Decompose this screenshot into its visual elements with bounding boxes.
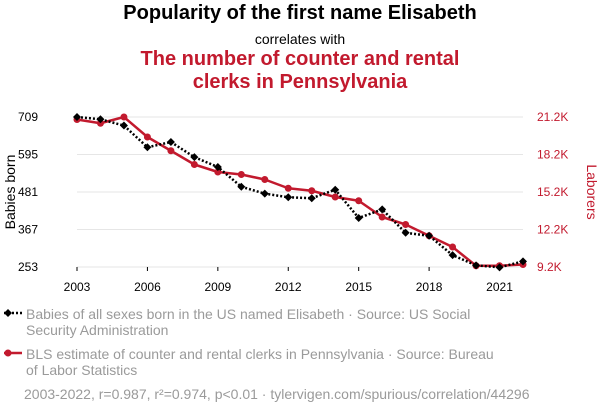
left-tick-label: 253: [18, 260, 38, 274]
right-tick-label: 9.2K: [537, 260, 562, 274]
line-chart: 2003 2006 2009 2012 2015 2018 2021 709 595 481 36…: [2, 110, 600, 294]
series-clerks-point: [355, 197, 363, 205]
legend-text-clerks-line1: BLS estimate of counter and rental clerk…: [26, 346, 494, 362]
series-babies-point: [354, 213, 363, 222]
series-babies-point: [425, 231, 434, 240]
series-babies-point: [401, 228, 410, 237]
series-clerks-point: [378, 213, 386, 221]
series-clerks-point: [308, 187, 316, 195]
legend-text-clerks: BLS estimate of counter and rental clerk…: [26, 346, 526, 378]
series-babies-point: [73, 113, 81, 121]
series-babies-point: [260, 189, 269, 198]
series-clerks-point: [190, 161, 198, 168]
series-babies-point: [307, 194, 316, 203]
series-babies-line: [76, 115, 524, 269]
series-babies-point: [495, 263, 504, 272]
legend-text-babies-line2: Security Administration: [26, 322, 169, 338]
x-tick-label: 2006: [134, 280, 161, 294]
legend-swatch-clerks: [4, 349, 22, 357]
legend-text-babies-line1: Babies of all sexes born in the US named…: [26, 306, 471, 322]
series-clerks-point: [261, 176, 269, 183]
series-clerks-point: [167, 147, 175, 155]
x-tick-label: 2018: [416, 280, 443, 294]
series-clerks-point: [237, 171, 245, 178]
series-babies-point: [472, 261, 481, 270]
series-clerks-point: [331, 193, 339, 201]
series-babies-point: [166, 138, 175, 146]
series-babies-point: [190, 153, 199, 162]
left-tick-label: 481: [18, 185, 38, 199]
x-tick-label: 2015: [345, 280, 372, 294]
secondary-title-line2: clerks in Pennsylvania: [192, 71, 408, 93]
x-tick-label: 2021: [486, 280, 513, 294]
left-tick-label: 595: [18, 148, 38, 162]
series-babies-point: [96, 115, 105, 124]
series-babies-point: [331, 185, 340, 194]
gridlines: [77, 116, 523, 268]
right-axis-ticks: 21.2K 18.2K 15.2K 12.2K 9.2K: [537, 110, 568, 274]
left-axis-ticks: 709 595 481 367 253: [18, 110, 38, 274]
series-babies-point: [237, 182, 246, 191]
secondary-title: The number of counter and rental clerks …: [0, 48, 600, 94]
series-clerks-line: [76, 115, 524, 267]
legend-text-clerks-line2: of Labor Statistics: [26, 362, 138, 378]
series-clerks: [73, 113, 527, 270]
series-clerks-point: [449, 243, 457, 251]
series-babies-point: [519, 257, 527, 266]
series-babies-point: [448, 251, 457, 260]
series-babies-point: [213, 163, 222, 171]
series-clerks-point: [284, 184, 292, 192]
right-tick-label: 12.2K: [537, 223, 568, 237]
right-tick-label: 15.2K: [537, 185, 568, 199]
secondary-title-line1: The number of counter and rental: [140, 48, 460, 70]
right-tick-label: 18.2K: [537, 148, 568, 162]
right-tick-label: 21.2K: [537, 110, 568, 124]
series-babies-point: [284, 193, 293, 202]
series-clerks-point: [402, 221, 410, 228]
left-tick-label: 709: [18, 110, 38, 124]
x-tick-label: 2012: [275, 280, 302, 294]
right-axis-label: Laborers: [584, 164, 600, 219]
left-tick-label: 367: [18, 223, 38, 237]
chart-title: Popularity of the first name Elisabeth: [123, 2, 477, 24]
x-tick-label: 2009: [204, 280, 231, 294]
series-babies: [73, 113, 527, 272]
series-clerks-point: [143, 133, 151, 141]
x-axis-ticks: 2003 2006 2009 2012 2015 2018 2021: [64, 267, 513, 294]
series-babies-point: [378, 205, 387, 214]
series-clerks-point: [214, 168, 222, 176]
series-babies-point: [143, 143, 152, 152]
legend-text-babies: Babies of all sexes born in the US named…: [26, 306, 526, 338]
footer-stats: 2003-2022, r=0.987, r²=0.974, p<0.01 · t…: [24, 386, 530, 402]
x-tick-label: 2003: [64, 280, 91, 294]
left-axis-label: Babies born: [2, 155, 18, 230]
series-babies-point: [119, 121, 128, 130]
connector-text: correlates with: [254, 31, 346, 47]
series-clerks-point: [120, 113, 128, 121]
legend-swatch-babies: [4, 309, 22, 317]
